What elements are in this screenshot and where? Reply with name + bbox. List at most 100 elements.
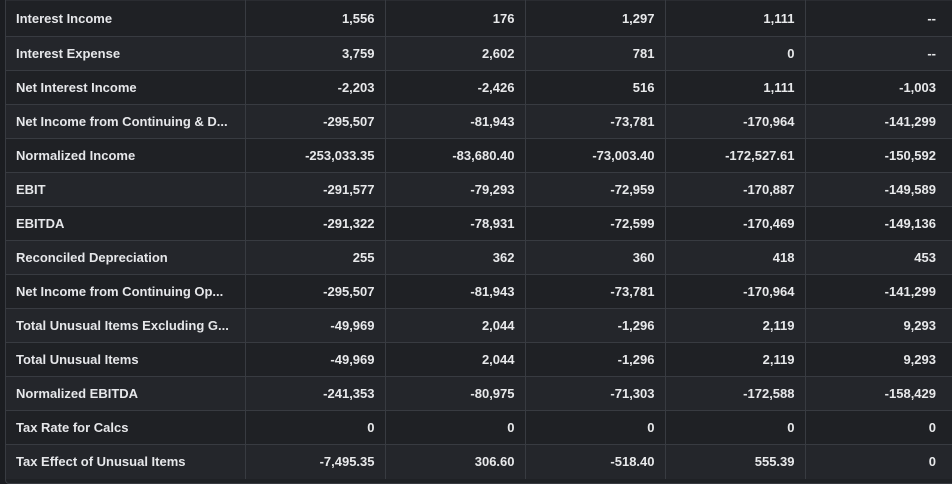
row-value: -78,931 xyxy=(385,206,526,241)
financials-table: Interest Income 1,556 176 1,297 1,111 -- Inter… xyxy=(6,0,952,479)
row-label: Tax Effect of Unusual Items xyxy=(6,444,246,479)
table-row[interactable]: Normalized EBITDA -241,353 -80,975 -71,303-… xyxy=(6,376,952,411)
row-value: 0 xyxy=(805,444,952,479)
row-value: -73,781 xyxy=(525,274,666,309)
row-value: 1,556 xyxy=(245,0,386,37)
row-label: EBITDA xyxy=(6,206,246,241)
row-value: 2,044 xyxy=(385,342,526,377)
row-value: -80,975 xyxy=(385,376,526,411)
row-value: -1,296 xyxy=(525,308,666,343)
row-value: 0 xyxy=(385,410,526,445)
row-value: 2,044 xyxy=(385,308,526,343)
row-value: -72,599 xyxy=(525,206,666,241)
row-value: -295,507 xyxy=(245,104,386,139)
table-row[interactable]: Net Interest Income -2,203 -2,426 516 1,111-… xyxy=(6,70,952,105)
row-value: 3,759 xyxy=(245,36,386,71)
table-row[interactable]: Total Unusual Items -49,969 2,044 -1,296 2,1… xyxy=(6,342,952,377)
row-value: 176 xyxy=(385,0,526,37)
row-label: Tax Rate for Calcs xyxy=(6,410,246,445)
row-label: EBIT xyxy=(6,172,246,207)
row-value: -241,353 xyxy=(245,376,386,411)
row-value: -- xyxy=(805,36,952,71)
row-value: -158,429 xyxy=(805,376,952,411)
table-row[interactable]: Tax Effect of Unusual Items -7,495.35 306.… xyxy=(6,444,952,479)
row-value: -83,680.40 xyxy=(385,138,526,173)
row-value: -291,577 xyxy=(245,172,386,207)
row-value: -1,296 xyxy=(525,342,666,377)
row-label: Net Income from Continuing Op... xyxy=(6,274,246,309)
row-value: -253,033.35 xyxy=(245,138,386,173)
row-value: -150,592 xyxy=(805,138,952,173)
row-value: -79,293 xyxy=(385,172,526,207)
row-value: 1,111 xyxy=(665,0,806,37)
row-value: 2,119 xyxy=(665,308,806,343)
row-value: -2,203 xyxy=(245,70,386,105)
row-value: 255 xyxy=(245,240,386,275)
row-value: -149,136 xyxy=(805,206,952,241)
row-value: -1,003 xyxy=(805,70,952,105)
row-value: -172,527.61 xyxy=(665,138,806,173)
row-value: -170,964 xyxy=(665,274,806,309)
row-value: 453 xyxy=(805,240,952,275)
table-row[interactable]: Reconciled Depreciation 255 362 360 418 453 xyxy=(6,240,952,275)
table-row[interactable]: Interest Expense 3,759 2,602 781 0 -- xyxy=(6,36,952,71)
row-value: 2,602 xyxy=(385,36,526,71)
row-value: -291,322 xyxy=(245,206,386,241)
row-value: 9,293 xyxy=(805,308,952,343)
row-value: -81,943 xyxy=(385,104,526,139)
row-value: 2,119 xyxy=(665,342,806,377)
row-value: 0 xyxy=(805,410,952,445)
row-label: Interest Expense xyxy=(6,36,246,71)
row-value: 9,293 xyxy=(805,342,952,377)
table-row[interactable]: Net Income from Continuing Op... -295,507… xyxy=(6,274,952,309)
row-value: -2,426 xyxy=(385,70,526,105)
row-value: 516 xyxy=(525,70,666,105)
row-label: Total Unusual Items Excluding G... xyxy=(6,308,246,343)
table-row[interactable]: Interest Income 1,556 176 1,297 1,111 -- xyxy=(6,0,952,37)
row-value: -295,507 xyxy=(245,274,386,309)
table-row[interactable]: Tax Rate for Calcs 0 0 0 0 0 xyxy=(6,410,952,445)
row-value: 781 xyxy=(525,36,666,71)
row-value: 0 xyxy=(525,410,666,445)
row-value: 1,111 xyxy=(665,70,806,105)
row-value: -141,299 xyxy=(805,274,952,309)
table-row[interactable]: Net Income from Continuing & D... -295,50… xyxy=(6,104,952,139)
row-value: -73,781 xyxy=(525,104,666,139)
row-value: -170,887 xyxy=(665,172,806,207)
row-value: -81,943 xyxy=(385,274,526,309)
table-row[interactable]: Normalized Income -253,033.35 -83,680.40 -7… xyxy=(6,138,952,173)
row-value: -149,589 xyxy=(805,172,952,207)
row-value: 0 xyxy=(665,410,806,445)
row-value: -71,303 xyxy=(525,376,666,411)
row-value: 0 xyxy=(245,410,386,445)
row-value: 0 xyxy=(665,36,806,71)
row-value: -49,969 xyxy=(245,342,386,377)
row-label: Total Unusual Items xyxy=(6,342,246,377)
row-value: 418 xyxy=(665,240,806,275)
row-value: -73,003.40 xyxy=(525,138,666,173)
row-value: -49,969 xyxy=(245,308,386,343)
table-row[interactable]: Total Unusual Items Excluding G... -49,96… xyxy=(6,308,952,343)
row-label: Interest Income xyxy=(6,0,246,37)
row-value: -170,469 xyxy=(665,206,806,241)
row-value: 1,297 xyxy=(525,0,666,37)
financials-table-body: Interest Income 1,556 176 1,297 1,111 -- Inter… xyxy=(6,0,952,479)
row-label: Normalized EBITDA xyxy=(6,376,246,411)
row-value: 555.39 xyxy=(665,444,806,479)
financials-table-container: Interest Income 1,556 176 1,297 1,111 -- Inter… xyxy=(5,0,952,484)
row-label: Reconciled Depreciation xyxy=(6,240,246,275)
row-value: -7,495.35 xyxy=(245,444,386,479)
row-value: 360 xyxy=(525,240,666,275)
row-value: -141,299 xyxy=(805,104,952,139)
row-value: -518.40 xyxy=(525,444,666,479)
row-value: 306.60 xyxy=(385,444,526,479)
row-value: -172,588 xyxy=(665,376,806,411)
row-value: -170,964 xyxy=(665,104,806,139)
row-label: Net Income from Continuing & D... xyxy=(6,104,246,139)
row-label: Normalized Income xyxy=(6,138,246,173)
table-row[interactable]: EBIT -291,577 -79,293 -72,959 -170,887 -149,5… xyxy=(6,172,952,207)
row-value: -- xyxy=(805,0,952,37)
row-label: Net Interest Income xyxy=(6,70,246,105)
table-row[interactable]: EBITDA -291,322 -78,931 -72,599 -170,469 -149… xyxy=(6,206,952,241)
row-value: -72,959 xyxy=(525,172,666,207)
